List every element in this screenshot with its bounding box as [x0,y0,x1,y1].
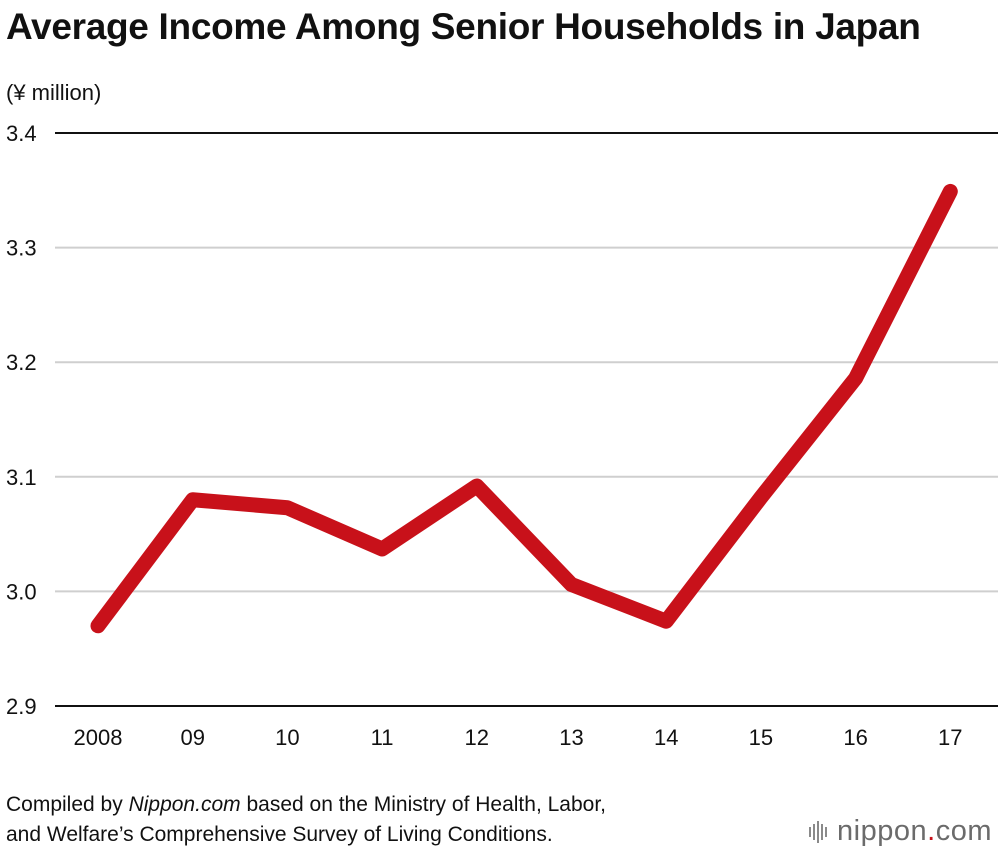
y-tick-label: 3.2 [6,350,37,375]
y-tick-label: 3.1 [6,465,37,490]
logo-bars-icon [809,819,829,845]
nippon-logo[interactable]: nippon. com [809,815,992,848]
x-tick-label: 15 [749,725,773,750]
x-tick-label: 17 [938,725,962,750]
x-tick-label: 16 [843,725,867,750]
y-axis-unit-label: (¥ million) [6,80,102,105]
series-lines [90,183,958,634]
source-site-name: Nippon.com [128,793,241,816]
x-tick-label: 10 [275,725,299,750]
y-tick-label: 3.4 [6,121,37,146]
x-tick-label: 12 [465,725,489,750]
y-tick-label: 2.9 [6,694,37,719]
y-tick-label: 3.3 [6,236,37,261]
source-note: Compiled by Nippon.com based on the Mini… [6,793,607,846]
x-tick-label: 2008 [74,725,123,750]
y-tick-label: 3.0 [6,579,37,604]
x-tick-label: 09 [180,725,204,750]
y-tick-labels: 2.9 3.0 3.1 3.2 3.3 3.4 [6,121,37,719]
series-line [90,183,958,634]
x-tick-labels: 2008 09 10 11 12 13 14 15 16 17 [74,725,963,750]
grid-lines [55,132,998,707]
x-tick-label: 13 [559,725,583,750]
chart-title: Average Income Among Senior Households i… [6,6,921,47]
x-tick-label: 11 [371,725,394,750]
x-tick-label: 14 [654,725,678,750]
line-chart: 2.9 3.0 3.1 3.2 3.3 3.4 2008 09 10 11 12 13 14 15 16 1… [6,121,998,750]
